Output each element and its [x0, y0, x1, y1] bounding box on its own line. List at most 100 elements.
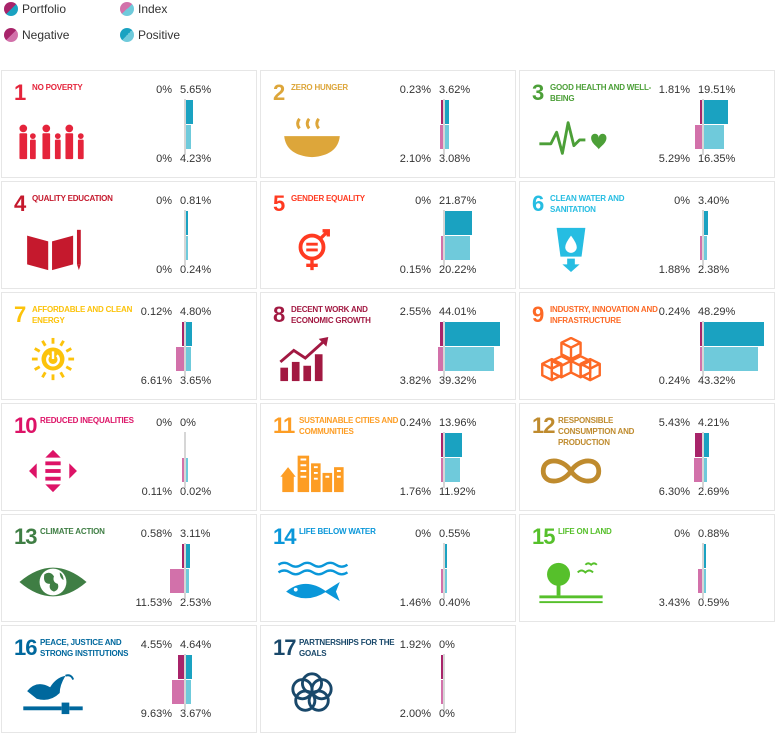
- dove-gavel-icon: [23, 674, 83, 715]
- goal-number: 17: [273, 635, 297, 660]
- bar-index-positive: [186, 569, 190, 593]
- goal-number: 16: [14, 635, 38, 660]
- index-positive-value: 2.38%: [698, 264, 730, 276]
- index-negative-value: 0.11%: [141, 486, 172, 498]
- index-positive-value: 11.92%: [439, 486, 476, 498]
- bar-index-negative: [441, 569, 443, 593]
- portfolio-negative-value: 5.43%: [658, 417, 690, 429]
- index-negative-value: 1.88%: [658, 264, 690, 276]
- legend-label: Negative: [22, 28, 70, 42]
- bar-portfolio-positive: [445, 211, 473, 235]
- goal-label: Industry, innovation and infrastructure: [550, 305, 658, 325]
- bar-portfolio-positive: [445, 100, 450, 124]
- goal-card-8: 8 Decent work and economic growth 2.55% 44.…: [260, 292, 516, 400]
- bar-index-negative: [440, 125, 443, 149]
- goal-number: 3: [532, 80, 544, 105]
- infinity-icon: [540, 458, 602, 484]
- goal-card-2: 2 Zero hunger 0.23% 3.62% 2.10% 3.08%: [260, 70, 516, 178]
- goal-label: Partnerships for the goals: [299, 638, 395, 658]
- bar-portfolio-positive: [704, 100, 729, 124]
- bar-portfolio-negative: [700, 322, 702, 346]
- goal-number: 2: [273, 80, 285, 105]
- portfolio-positive-value: 19.51%: [698, 84, 736, 96]
- fish-icon: [277, 561, 349, 602]
- bar-index-negative: [700, 347, 702, 371]
- goal-label: Zero hunger: [291, 83, 348, 92]
- index-negative-value: 5.29%: [658, 153, 690, 165]
- portfolio-negative-value: 2.55%: [399, 306, 431, 318]
- goal-card-9: 9 Industry, innovation and infrastructure…: [519, 292, 775, 400]
- index-positive-value: 2.69%: [698, 486, 730, 498]
- portfolio-negative-value: 0.24%: [658, 306, 690, 318]
- bar-index-negative: [694, 458, 702, 482]
- bar-index-positive: [445, 236, 471, 260]
- bar-index-positive: [704, 458, 708, 482]
- bar-portfolio-positive: [186, 544, 190, 568]
- bar-index-positive: [186, 458, 188, 482]
- portfolio-negative-value: 0%: [415, 195, 431, 207]
- zero-axis: [702, 321, 704, 377]
- portfolio-negative-value: 0%: [156, 84, 172, 96]
- legend-label: Positive: [138, 28, 181, 42]
- index-negative-value: 0.24%: [658, 375, 690, 387]
- portfolio-positive-value: 3.11%: [180, 528, 211, 540]
- goal-label: Sustainable cities and communities: [299, 416, 399, 436]
- index-negative-value: 1.76%: [399, 486, 431, 498]
- bar-portfolio-positive: [186, 100, 194, 124]
- bar-portfolio-positive: [445, 544, 447, 568]
- index-negative-value: 11.53%: [135, 597, 173, 609]
- bar-portfolio-negative: [441, 433, 443, 457]
- goal-card-3: 3 Good health and well-being 1.81% 19.51% 5.…: [519, 70, 775, 178]
- bar-index-positive: [704, 347, 758, 371]
- index-positive-value: 3.67%: [180, 708, 212, 720]
- goal-number: 11: [273, 413, 295, 438]
- goal-card-4: 4 Quality education 0% 0.81% 0% 0.24%: [1, 181, 257, 289]
- goal-label: Decent work and economic growth: [291, 305, 371, 325]
- goal-label: Peace, justice and strong institutions: [40, 638, 129, 658]
- portfolio-negative-value: 0%: [415, 528, 431, 540]
- goal-label: Good health and well-being: [550, 83, 652, 103]
- bar-index-negative: [175, 347, 184, 371]
- goal-card-14: 14 Life below water 0% 0.55% 1.46% 0.40%: [260, 514, 516, 622]
- goal-label: No poverty: [32, 83, 83, 92]
- bar-index-positive: [186, 680, 191, 704]
- bar-index-positive: [704, 236, 707, 260]
- goal-number: 4: [14, 191, 26, 216]
- bar-portfolio-negative: [699, 100, 702, 124]
- goal-label: Clean water and sanitation: [550, 194, 625, 214]
- zero-axis: [184, 321, 186, 377]
- index-negative-value: 6.30%: [658, 486, 690, 498]
- goal-label: Life below water: [299, 527, 376, 536]
- legend-dot-icon: [4, 28, 18, 42]
- book-icon: [27, 229, 81, 271]
- bar-index-negative: [440, 458, 443, 482]
- index-positive-value: 39.32%: [439, 375, 477, 387]
- growth-chart-icon: [279, 337, 329, 382]
- bar-portfolio-positive: [445, 433, 463, 457]
- goal-number: 1: [14, 80, 26, 105]
- bar-index-negative: [169, 569, 184, 593]
- bar-index-negative: [172, 680, 184, 704]
- zero-axis: [184, 543, 186, 599]
- goal-card-13: 13 Climate action 0.58% 3.11% 11.53% 2.53%: [1, 514, 257, 622]
- portfolio-positive-value: 44.01%: [439, 306, 477, 318]
- index-positive-value: 3.08%: [439, 153, 471, 165]
- goal-number: 13: [14, 524, 38, 549]
- goal-number: 5: [273, 191, 285, 216]
- legend-label: Portfolio: [22, 2, 67, 16]
- goal-label: Climate action: [40, 527, 105, 536]
- bar-index-positive: [445, 125, 449, 149]
- goal-number: 15: [532, 524, 556, 549]
- goal-label: Gender equality: [291, 194, 365, 203]
- legend-dot-icon: [120, 28, 134, 42]
- bar-portfolio-negative: [441, 100, 443, 124]
- portfolio-positive-value: 4.64%: [180, 639, 212, 651]
- zero-axis: [443, 543, 445, 599]
- goal-card-10: 10 Reduced inequalities 0% 0% 0.11% 0.02%: [1, 403, 257, 511]
- city-icon: [280, 455, 344, 493]
- index-positive-value: 3.65%: [180, 375, 212, 387]
- portfolio-negative-value: 0.58%: [140, 528, 172, 540]
- zero-axis: [184, 432, 186, 488]
- portfolio-negative-value: 0.12%: [140, 306, 172, 318]
- bar-portfolio-positive: [704, 433, 710, 457]
